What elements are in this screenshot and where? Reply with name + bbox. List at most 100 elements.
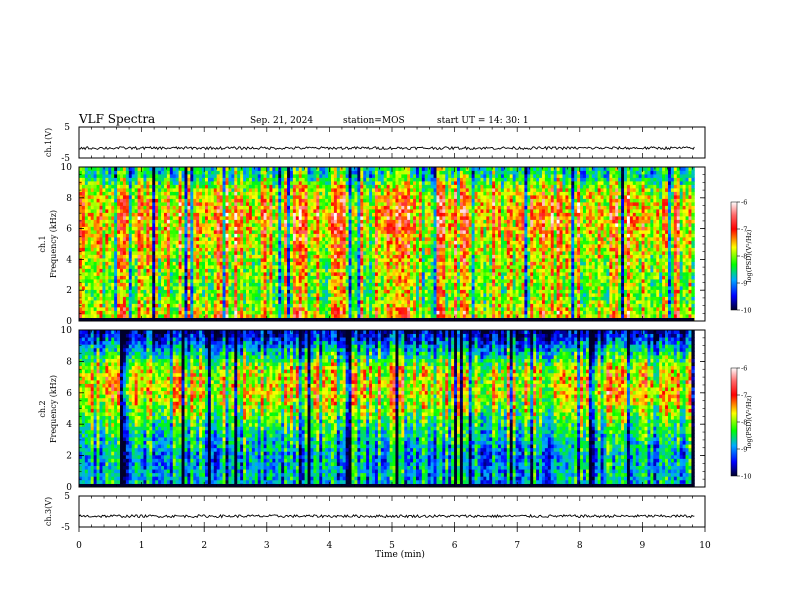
spectrogram-cell xyxy=(234,307,237,311)
spectrogram-cell xyxy=(173,307,176,311)
spectrogram-cell xyxy=(170,248,173,252)
spectrogram-cell xyxy=(220,209,223,213)
spectrogram-cell xyxy=(264,262,267,266)
spectrogram-cell xyxy=(85,202,88,206)
spectrogram-cell xyxy=(299,209,302,213)
spectrogram-cell xyxy=(94,227,97,231)
spectrogram-cell xyxy=(182,286,185,290)
spectrogram-cell xyxy=(208,167,211,171)
spectrogram-cell xyxy=(334,234,337,238)
spectrogram-cell xyxy=(284,195,287,199)
spectrogram-cell xyxy=(325,206,328,210)
spectrogram-cell xyxy=(269,237,272,241)
spectrogram-cell xyxy=(390,307,393,311)
spectrogram-cell xyxy=(226,209,229,213)
spectrogram-cell xyxy=(155,276,158,280)
spectrogram-cell xyxy=(152,216,155,220)
spectrogram-cell xyxy=(369,307,372,311)
spectrogram-cell xyxy=(313,199,316,203)
spectrogram-cell xyxy=(138,311,141,315)
spectrogram-cell xyxy=(117,167,120,171)
spectrogram-cell xyxy=(322,244,325,248)
spectrogram-cell xyxy=(255,293,258,297)
spectrogram-cell xyxy=(187,213,190,217)
spectrogram-cell xyxy=(100,251,103,255)
spectrogram-cell xyxy=(281,300,284,304)
spectrogram-cell xyxy=(316,199,319,203)
spectrogram-cell xyxy=(117,279,120,283)
spectrogram-cell xyxy=(138,234,141,238)
spectrogram-cell xyxy=(132,178,135,182)
spectrogram-cell xyxy=(205,227,208,231)
spectrogram-cell xyxy=(346,209,349,213)
spectrogram-cell xyxy=(202,283,205,287)
spectrogram-cell xyxy=(231,262,234,266)
spectrogram-cell xyxy=(129,244,132,248)
spectrogram-cell xyxy=(384,181,387,185)
spectrogram-cell xyxy=(393,188,396,192)
spectrogram-cell xyxy=(316,265,319,269)
spectrogram-cell xyxy=(120,251,123,255)
spectrogram-cell xyxy=(404,171,407,175)
spectrogram-cell xyxy=(141,286,144,290)
spectrogram-cell xyxy=(117,304,120,308)
spectrogram-cell xyxy=(100,262,103,266)
spectrogram-cell xyxy=(226,272,229,276)
spectrogram-cell xyxy=(398,262,401,266)
spectrogram-cell xyxy=(264,269,267,273)
spectrogram-cell xyxy=(143,199,146,203)
spectrogram-cell xyxy=(243,206,246,210)
spectrogram-cell xyxy=(269,241,272,245)
spectrogram-cell xyxy=(331,300,334,304)
spectrogram-cell xyxy=(261,188,264,192)
spectrogram-cell xyxy=(369,234,372,238)
spectrogram-cell xyxy=(231,251,234,255)
spectrogram-cell xyxy=(381,220,384,224)
spectrogram-cell xyxy=(281,269,284,273)
spectrogram-cell xyxy=(299,258,302,262)
spectrogram-cell xyxy=(138,220,141,224)
spectrogram-cell xyxy=(208,307,211,311)
spectrogram-cell xyxy=(310,279,313,283)
spectrogram-cell xyxy=(343,262,346,266)
spectrogram-cell xyxy=(281,185,284,189)
spectrogram-cell xyxy=(360,244,363,248)
spectrogram-cell xyxy=(354,230,357,234)
spectrogram-cell xyxy=(123,223,126,227)
spectrogram-cell xyxy=(164,283,167,287)
spectrogram-cell xyxy=(404,311,407,315)
spectrogram-cell xyxy=(105,269,108,273)
spectrogram-cell xyxy=(308,311,311,315)
spectrogram-cell xyxy=(296,265,299,269)
spectrogram-cell xyxy=(255,244,258,248)
spectrogram-cell xyxy=(155,171,158,175)
spectrogram-cell xyxy=(319,237,322,241)
spectrogram-cell xyxy=(255,230,258,234)
spectrogram-cell xyxy=(240,230,243,234)
spectrogram-cell xyxy=(143,262,146,266)
spectrogram-cell xyxy=(161,300,164,304)
spectrogram-cell xyxy=(375,195,378,199)
spectrogram-cell xyxy=(313,286,316,290)
spectrogram-cell xyxy=(360,304,363,308)
spectrogram-cell xyxy=(340,248,343,252)
spectrogram-cell xyxy=(135,300,138,304)
spectrogram-cell xyxy=(258,255,261,259)
spectrogram-cell xyxy=(410,276,413,280)
spectrogram-cell xyxy=(269,314,272,318)
spectrogram-cell xyxy=(404,290,407,294)
spectrogram-cell xyxy=(275,192,278,196)
spectrogram-cell xyxy=(243,297,246,301)
spectrogram-cell xyxy=(111,174,114,178)
spectrogram-cell xyxy=(205,174,208,178)
spectrogram-cell xyxy=(381,262,384,266)
spectrogram-cell xyxy=(401,297,404,301)
spectrogram-cell xyxy=(105,202,108,206)
spectrogram-cell xyxy=(366,195,369,199)
spectrogram-cell xyxy=(91,178,94,182)
spectrogram-cell xyxy=(322,167,325,171)
spectrogram-cell xyxy=(381,304,384,308)
spectrogram-cell xyxy=(141,206,144,210)
spectrogram-cell xyxy=(275,272,278,276)
spectrogram-cell xyxy=(267,188,270,192)
